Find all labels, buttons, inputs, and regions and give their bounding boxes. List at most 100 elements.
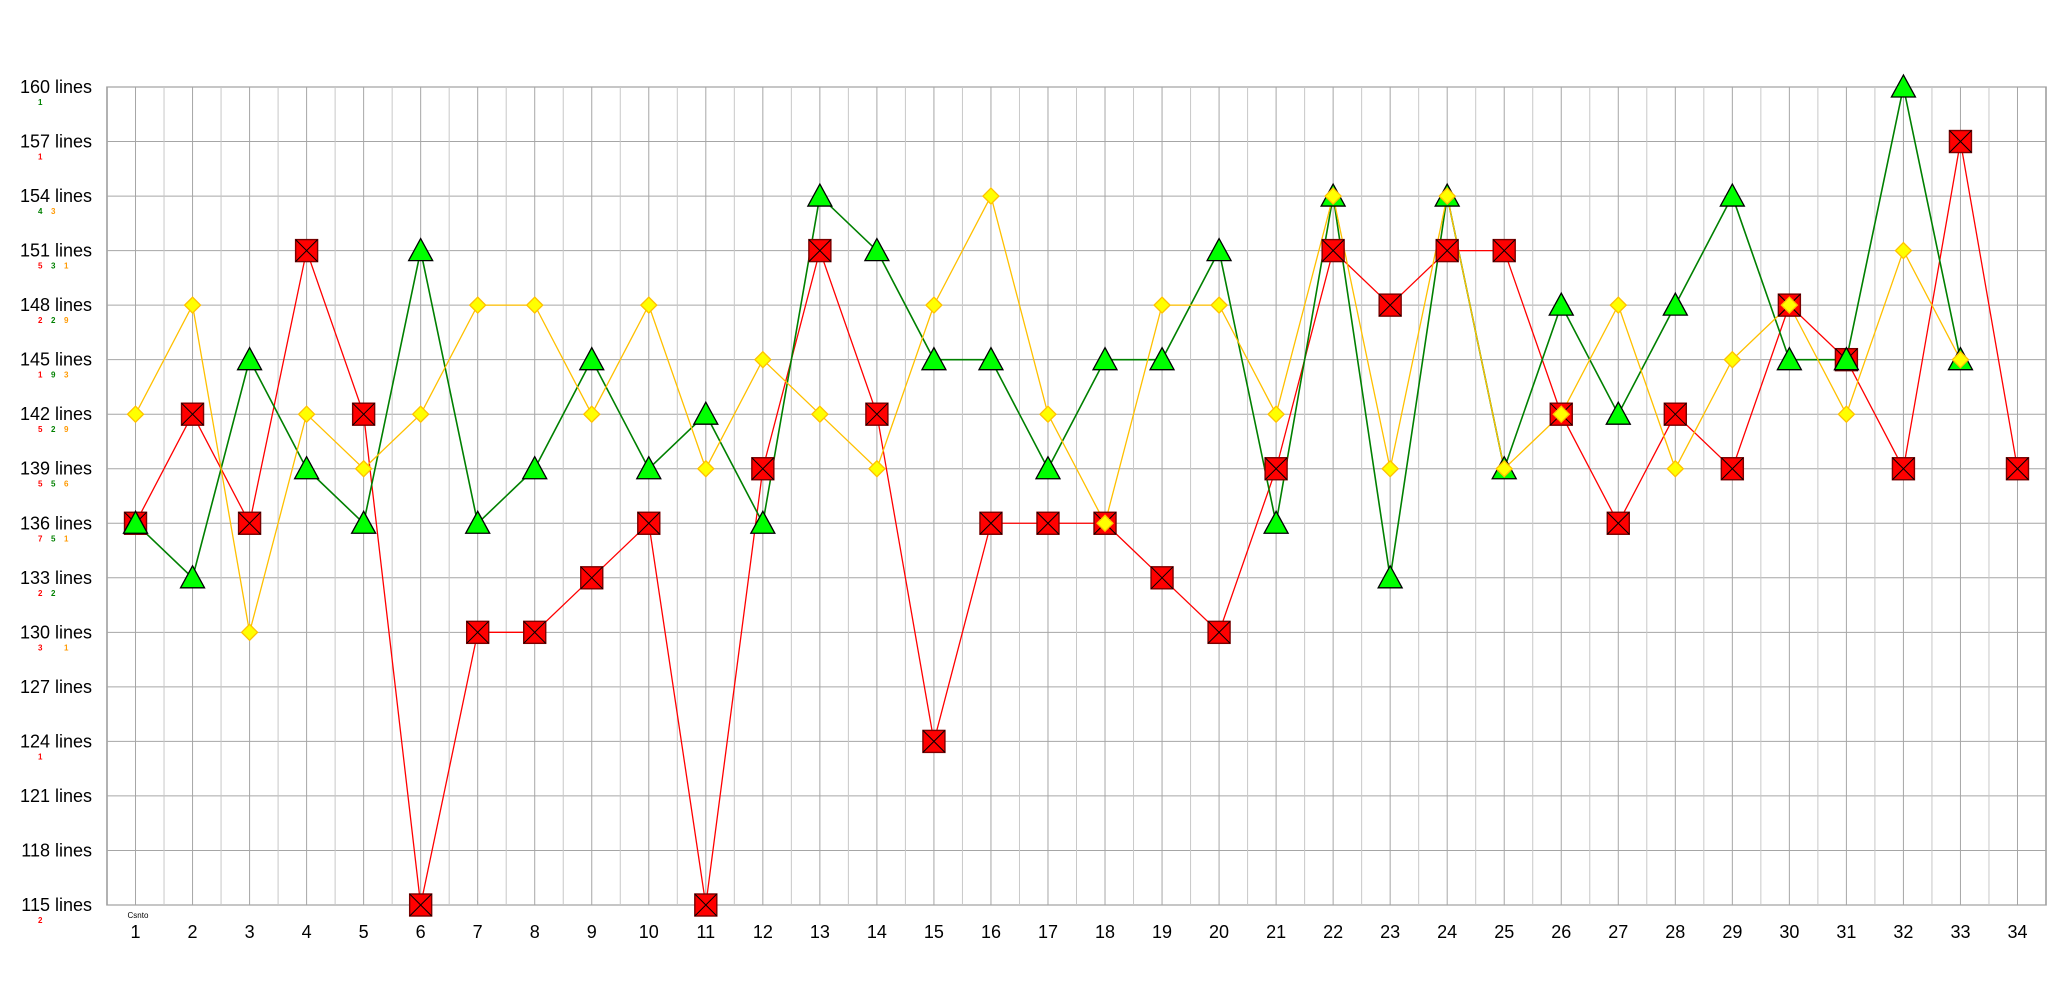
x-tick-label: 6: [416, 922, 426, 942]
data-point-triangle: [1263, 509, 1290, 534]
tick-count-label: 1: [64, 643, 69, 652]
data-point-square: [808, 238, 832, 263]
data-point-square: [865, 402, 889, 426]
x-tick-label: 15: [924, 922, 944, 942]
y-tick-label: 136 lines: [20, 513, 92, 533]
x-tick-label: 30: [1779, 922, 1799, 942]
data-point-diamond: [1951, 350, 1970, 369]
x-tick-label: 22: [1323, 922, 1343, 942]
x-tick-label: 29: [1722, 922, 1742, 942]
data-point-triangle: [1548, 291, 1575, 316]
data-point-diamond: [810, 405, 829, 424]
data-point-square: [351, 402, 376, 426]
tick-count-label: 6: [64, 480, 69, 489]
data-point-triangle: [350, 509, 377, 534]
data-point-triangle: [1605, 400, 1632, 425]
tick-count-label: 3: [51, 207, 56, 216]
data-point-diamond: [468, 296, 487, 315]
tick-count-label: 7: [38, 534, 43, 543]
x-tick-label: 16: [981, 922, 1001, 942]
data-point-square: [1321, 238, 1345, 263]
tick-count-label: 3: [38, 643, 43, 652]
data-point-triangle: [464, 509, 491, 534]
data-point-triangle: [236, 346, 263, 371]
data-point-square: [523, 620, 547, 645]
tick-count-label: 9: [51, 371, 56, 380]
data-point-diamond: [867, 459, 886, 478]
x-axis: 1 2 3 4 5 6 7 8 9 10 11 12 13 14 15 16 17 18 19 20 21 22 23 24 2…: [131, 922, 2028, 942]
data-point-square: [637, 511, 661, 535]
data-point-diamond: [297, 405, 316, 424]
tick-count-label: 5: [38, 425, 43, 434]
data-point-diamond: [1153, 296, 1171, 315]
data-point-diamond: [1780, 296, 1799, 315]
data-point-square: [180, 402, 205, 426]
data-point-diamond: [525, 296, 544, 315]
data-point-square: [1492, 238, 1516, 263]
x-tick-label: 14: [867, 922, 887, 942]
data-point-triangle: [1833, 346, 1860, 371]
x-tick-label: 3: [245, 922, 255, 942]
data-point-diamond: [126, 405, 145, 424]
data-point-diamond: [1096, 514, 1114, 533]
data-point-triangle: [977, 346, 1005, 371]
data-point-diamond: [1324, 187, 1343, 205]
data-point-diamond: [1039, 405, 1057, 424]
data-point-triangle: [863, 237, 890, 262]
x-tick-label: 4: [302, 922, 312, 942]
tick-count-label: 9: [64, 316, 69, 325]
data-point-triangle: [749, 509, 776, 534]
tick-count-label: 2: [51, 316, 56, 325]
data-point-square: [1720, 457, 1745, 481]
x-tick-label: 13: [810, 922, 830, 942]
data-point-square: [237, 511, 262, 535]
x-tick-label: 27: [1608, 922, 1628, 942]
tick-count-label: 5: [51, 534, 56, 543]
y-axis: 160 lines 157 lines 154 lines 151 lines 148 …: [20, 77, 92, 925]
data-point-diamond: [696, 459, 715, 478]
x-tick-label: 12: [753, 922, 773, 942]
y-tick-label: 124 lines: [20, 731, 92, 751]
data-point-square: [1264, 457, 1288, 481]
y-tick-label: 160 lines: [20, 77, 92, 97]
data-point-triangle: [1205, 237, 1233, 262]
data-point-square: [2005, 457, 2030, 481]
series-line: [134, 141, 2019, 906]
data-point-square: [465, 620, 490, 645]
data-point-triangle: [1091, 346, 1119, 371]
x-tick-label: 9: [587, 922, 597, 942]
data-point-diamond: [240, 623, 259, 642]
x-tick-label: 2: [188, 922, 198, 942]
x-tick-label: 18: [1095, 922, 1115, 942]
x-tick-label: 17: [1038, 922, 1058, 942]
tick-count-label: 2: [51, 425, 56, 434]
x-tick-label: 7: [473, 922, 483, 942]
x-tick-label: 26: [1551, 922, 1571, 942]
data-point-triangle: [1662, 291, 1689, 316]
data-point-diamond: [411, 405, 430, 424]
tick-count-label: 1: [64, 262, 69, 271]
data-point-diamond: [639, 296, 658, 315]
y-tick-label: 142 lines: [20, 404, 92, 424]
y-tick-label: 151 lines: [20, 241, 92, 261]
tick-count-label: 2: [51, 589, 56, 598]
data-point-square: [1036, 511, 1060, 535]
y-tick-label: 127 lines: [20, 677, 92, 697]
x-tick-label: 32: [1893, 922, 1913, 942]
data-point-square: [294, 238, 319, 263]
x-tick-label: 20: [1209, 922, 1229, 942]
data-point-diamond: [1495, 459, 1514, 478]
x-tick-label: 21: [1266, 922, 1286, 942]
data-point-diamond: [1666, 459, 1685, 478]
data-point-diamond: [354, 459, 373, 478]
y-tick-label: 139 lines: [20, 459, 92, 479]
data-point-diamond: [982, 187, 1000, 205]
tick-count-label: 9: [64, 425, 69, 434]
data-point-triangle: [1377, 564, 1404, 589]
data-point-square: [1606, 511, 1630, 535]
data-point-triangle: [407, 237, 434, 262]
tick-count-label: 1: [64, 534, 69, 543]
x-tick-label: 33: [1950, 922, 1970, 942]
data-point-square: [1891, 457, 1916, 481]
